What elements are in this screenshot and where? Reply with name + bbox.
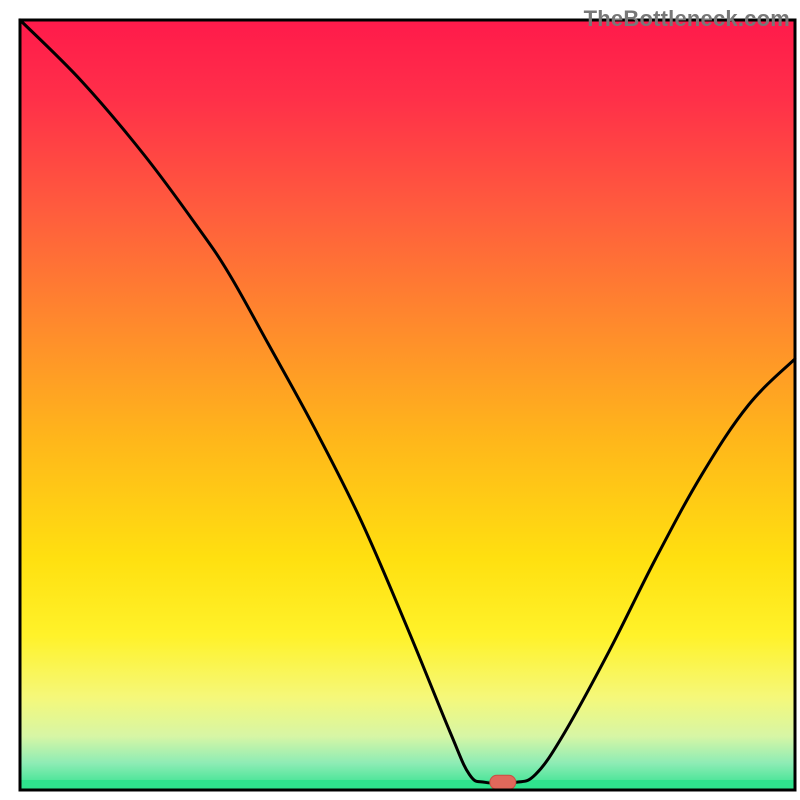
gradient-background [20, 20, 795, 790]
bottleneck-chart [0, 0, 800, 800]
optimal-marker [490, 775, 516, 789]
watermark-text: TheBottleneck.com [584, 6, 790, 32]
